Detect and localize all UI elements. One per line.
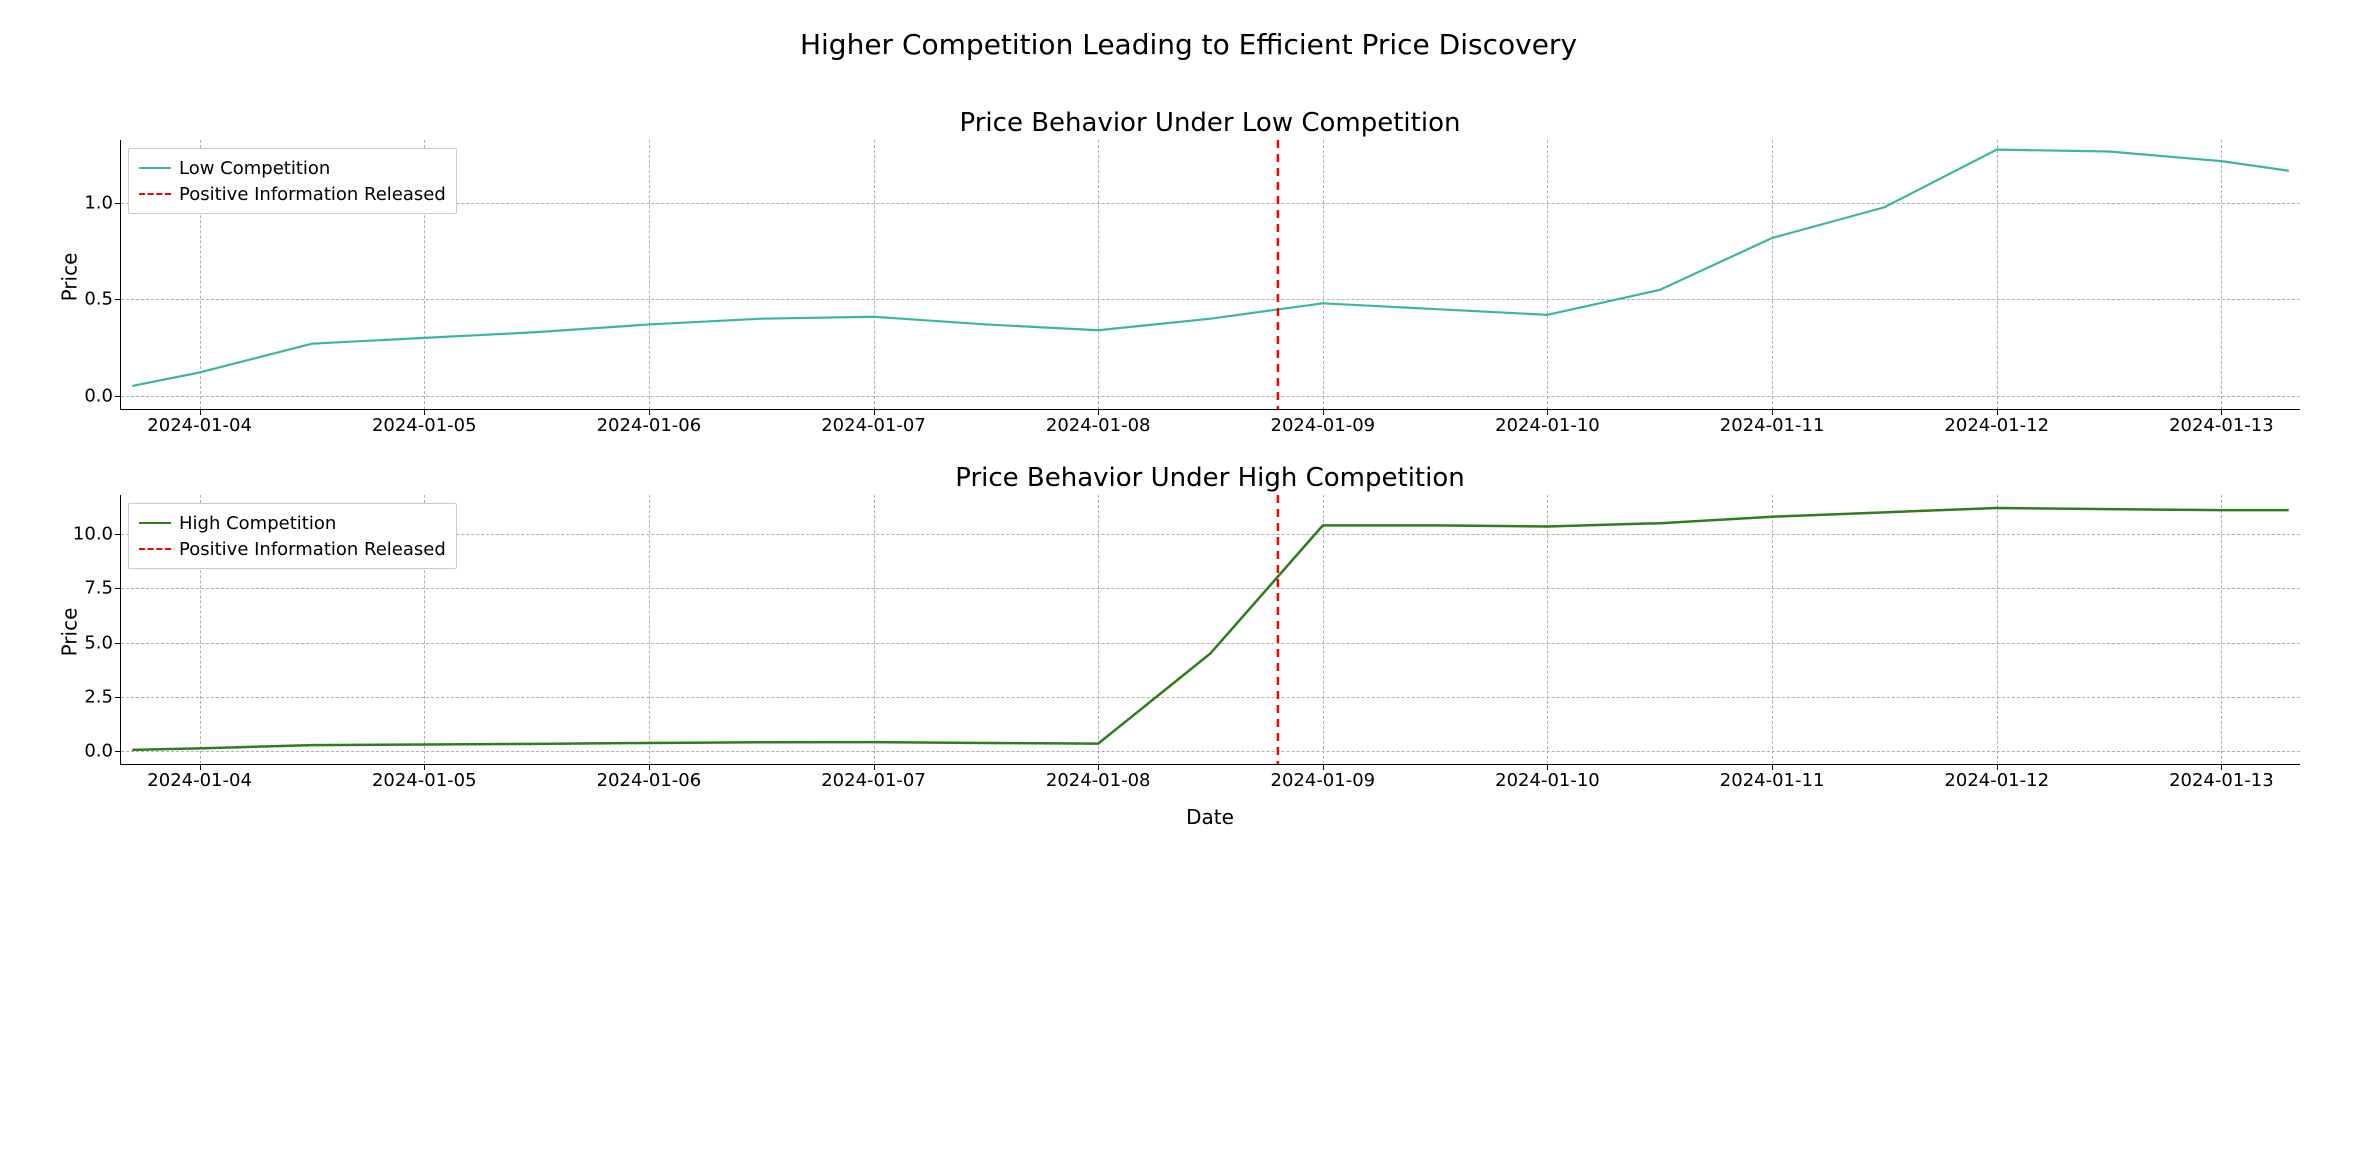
legend-label: Positive Information Released	[179, 539, 446, 560]
x-axis-label: Date	[120, 805, 2300, 829]
xtick-label: 2024-01-06	[597, 409, 702, 436]
legend-label: Positive Information Released	[179, 184, 446, 205]
gridline-v	[2221, 495, 2222, 764]
ytick-label: 7.5	[84, 578, 121, 599]
subplot-low-competition: Price Behavior Under Low Competition 0.0…	[120, 140, 2300, 445]
xtick-label: 2024-01-12	[1944, 764, 2049, 791]
ytick-label: 0.0	[84, 740, 121, 761]
gridline-h	[121, 697, 2300, 698]
gridline-v	[1098, 140, 1099, 409]
gridline-h	[121, 643, 2300, 644]
xtick-label: 2024-01-05	[372, 409, 477, 436]
legend-swatch-event	[139, 193, 171, 195]
xtick-label: 2024-01-11	[1720, 409, 1825, 436]
gridline-v	[874, 495, 875, 764]
gridline-h	[121, 751, 2300, 752]
legend-2: High Competition Positive Information Rel…	[128, 503, 457, 569]
figure-suptitle: Higher Competition Leading to Efficient …	[20, 28, 2357, 61]
legend-entry-event: Positive Information Released	[139, 536, 446, 562]
subplot2-ylabel: Price	[57, 608, 81, 657]
ytick-label: 2.5	[84, 686, 121, 707]
ytick-label: 5.0	[84, 632, 121, 653]
xtick-label: 2024-01-07	[821, 764, 926, 791]
xtick-label: 2024-01-05	[372, 764, 477, 791]
gridline-v	[1772, 495, 1773, 764]
xtick-label: 2024-01-04	[147, 764, 252, 791]
xtick-label: 2024-01-09	[1271, 409, 1376, 436]
gridline-v	[1772, 140, 1773, 409]
gridline-v	[1997, 140, 1998, 409]
xtick-label: 2024-01-09	[1271, 764, 1376, 791]
gridline-v	[874, 140, 875, 409]
gridline-v	[1547, 495, 1548, 764]
gridline-v	[2221, 140, 2222, 409]
legend-1: Low Competition Positive Information Rele…	[128, 148, 457, 214]
gridline-h	[121, 588, 2300, 589]
xtick-label: 2024-01-08	[1046, 764, 1151, 791]
xtick-label: 2024-01-13	[2169, 409, 2274, 436]
xtick-label: 2024-01-13	[2169, 764, 2274, 791]
legend-swatch-line	[139, 167, 171, 169]
xtick-label: 2024-01-10	[1495, 409, 1600, 436]
xtick-label: 2024-01-07	[821, 409, 926, 436]
legend-label: Low Competition	[179, 158, 330, 179]
xtick-label: 2024-01-12	[1944, 409, 2049, 436]
legend-label: High Competition	[179, 513, 336, 534]
gridline-v	[1323, 495, 1324, 764]
gridline-v	[1323, 140, 1324, 409]
legend-entry-series: Low Competition	[139, 155, 446, 181]
ytick-label: 10.0	[73, 524, 121, 545]
xtick-label: 2024-01-06	[597, 764, 702, 791]
subplot-high-competition: Price Behavior Under High Competition 0.…	[120, 495, 2300, 845]
subplot1-ylabel: Price	[57, 253, 81, 302]
legend-entry-event: Positive Information Released	[139, 181, 446, 207]
gridline-v	[1997, 495, 1998, 764]
legend-swatch-event	[139, 548, 171, 550]
subplot1-title: Price Behavior Under Low Competition	[120, 108, 2300, 138]
xtick-label: 2024-01-04	[147, 409, 252, 436]
legend-entry-series: High Competition	[139, 510, 446, 536]
subplot2-title: Price Behavior Under High Competition	[120, 463, 2300, 493]
ytick-label: 1.0	[84, 193, 121, 214]
gridline-v	[649, 495, 650, 764]
figure: Higher Competition Leading to Efficient …	[20, 20, 2357, 1130]
gridline-v	[1547, 140, 1548, 409]
ytick-label: 0.0	[84, 385, 121, 406]
gridline-h	[121, 299, 2300, 300]
gridline-v	[649, 140, 650, 409]
xtick-label: 2024-01-11	[1720, 764, 1825, 791]
gridline-v	[1098, 495, 1099, 764]
gridline-h	[121, 396, 2300, 397]
xtick-label: 2024-01-10	[1495, 764, 1600, 791]
legend-swatch-line	[139, 522, 171, 524]
ytick-label: 0.5	[84, 289, 121, 310]
xtick-label: 2024-01-08	[1046, 409, 1151, 436]
